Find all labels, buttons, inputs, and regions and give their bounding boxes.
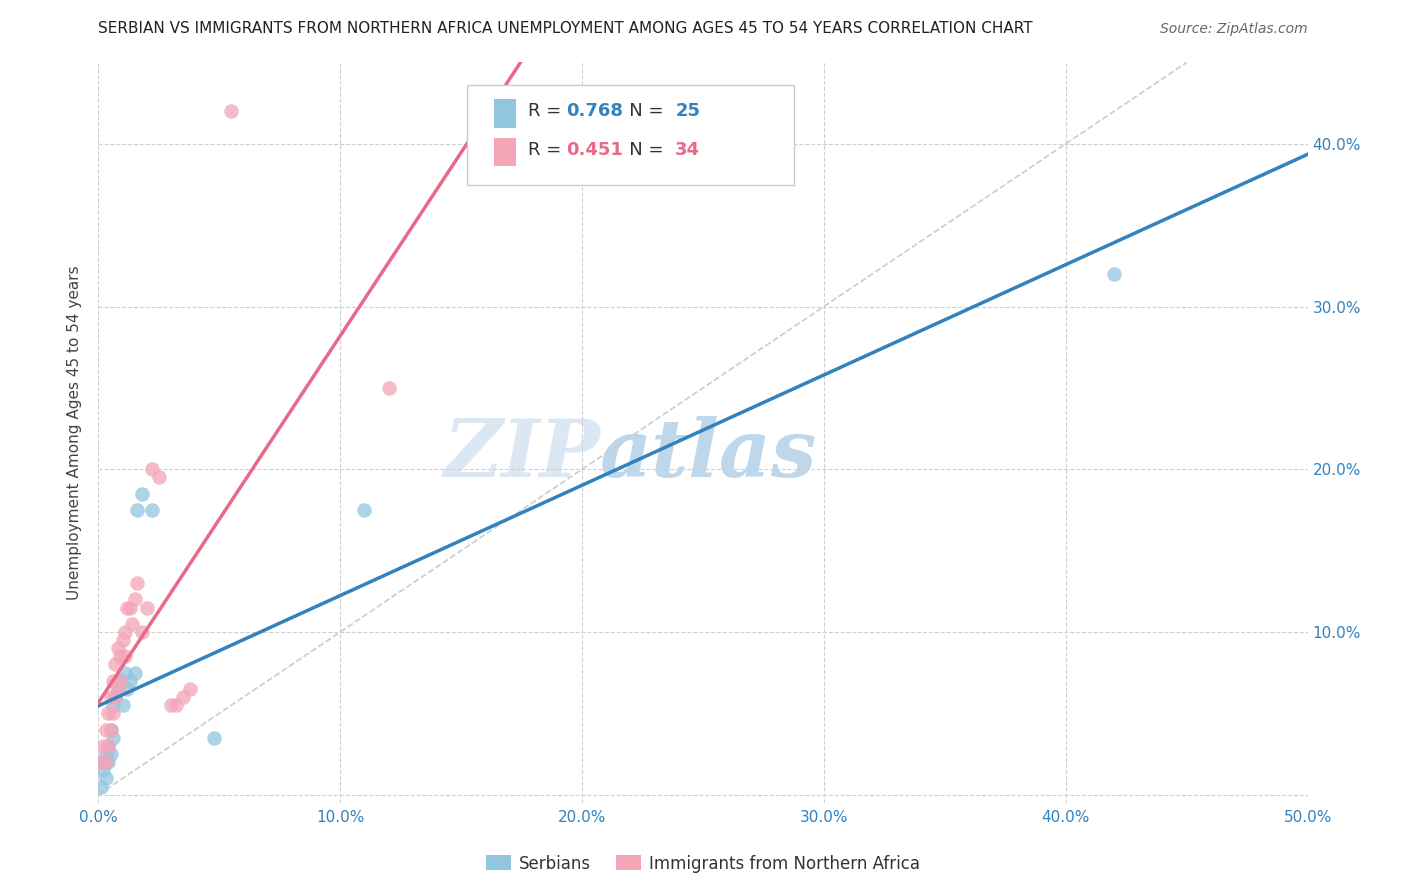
Point (108, 649, 131, 664)
Point (124, 592, 146, 607)
Point (107, 681, 129, 696)
Text: R =: R = (527, 102, 567, 120)
Text: 34: 34 (675, 141, 700, 159)
Point (221, 104, 243, 119)
Y-axis label: Unemployment Among Ages 45 to 54 years: Unemployment Among Ages 45 to 54 years (67, 265, 83, 600)
Point (117, 681, 139, 696)
Point (108, 673, 131, 688)
Point (100, 690, 122, 704)
Point (121, 616, 143, 631)
Point (131, 624, 153, 639)
Point (97, 706, 120, 721)
Point (131, 486, 153, 500)
FancyBboxPatch shape (467, 85, 793, 185)
Point (172, 690, 194, 704)
Point (114, 665, 136, 680)
Point (160, 698, 183, 713)
Point (111, 633, 134, 648)
Point (127, 503, 149, 517)
Point (114, 624, 136, 639)
Point (124, 665, 146, 680)
Point (91, 739, 114, 753)
Point (141, 503, 163, 517)
Point (100, 723, 122, 737)
Point (104, 690, 127, 704)
Point (118, 673, 141, 688)
Point (135, 600, 157, 615)
Point (97, 739, 120, 753)
Point (90, 755, 112, 769)
Point (104, 690, 127, 704)
Legend: Serbians, Immigrants from Northern Africa: Serbians, Immigrants from Northern Afric… (479, 848, 927, 880)
Point (127, 576, 149, 591)
Point (148, 470, 170, 484)
Point (107, 681, 129, 696)
Point (100, 747, 122, 761)
Point (90, 780, 112, 794)
Point (204, 731, 226, 745)
Point (179, 681, 201, 696)
Point (91, 755, 114, 769)
Point (141, 462, 163, 476)
Text: atlas: atlas (600, 416, 818, 493)
Point (108, 673, 131, 688)
Text: N =: N = (613, 102, 669, 120)
Point (101, 698, 124, 713)
Text: Source: ZipAtlas.com: Source: ZipAtlas.com (1160, 21, 1308, 36)
Point (118, 600, 141, 615)
FancyBboxPatch shape (494, 99, 516, 128)
Text: 0.451: 0.451 (567, 141, 623, 159)
Point (97, 755, 120, 769)
Point (101, 673, 124, 688)
Point (91, 764, 114, 778)
Text: ZIP: ZIP (443, 416, 600, 493)
Point (94, 772, 117, 786)
Point (377, 381, 399, 395)
Text: N =: N = (613, 141, 669, 159)
FancyBboxPatch shape (494, 138, 516, 166)
Point (353, 503, 375, 517)
Point (114, 649, 136, 664)
Point (101, 706, 124, 721)
Point (101, 731, 124, 745)
Point (111, 698, 134, 713)
Point (104, 657, 127, 672)
Text: R =: R = (527, 141, 567, 159)
Point (117, 600, 139, 615)
Point (97, 739, 120, 753)
Point (107, 641, 129, 656)
Point (94, 747, 117, 761)
Text: SERBIAN VS IMMIGRANTS FROM NORTHERN AFRICA UNEMPLOYMENT AMONG AGES 45 TO 54 YEAR: SERBIAN VS IMMIGRANTS FROM NORTHERN AFRI… (98, 21, 1033, 36)
Point (1102, 267, 1125, 281)
Point (94, 723, 117, 737)
Point (165, 698, 187, 713)
Point (100, 723, 122, 737)
Text: 0.768: 0.768 (567, 102, 623, 120)
Text: 25: 25 (675, 102, 700, 120)
Point (94, 755, 117, 769)
